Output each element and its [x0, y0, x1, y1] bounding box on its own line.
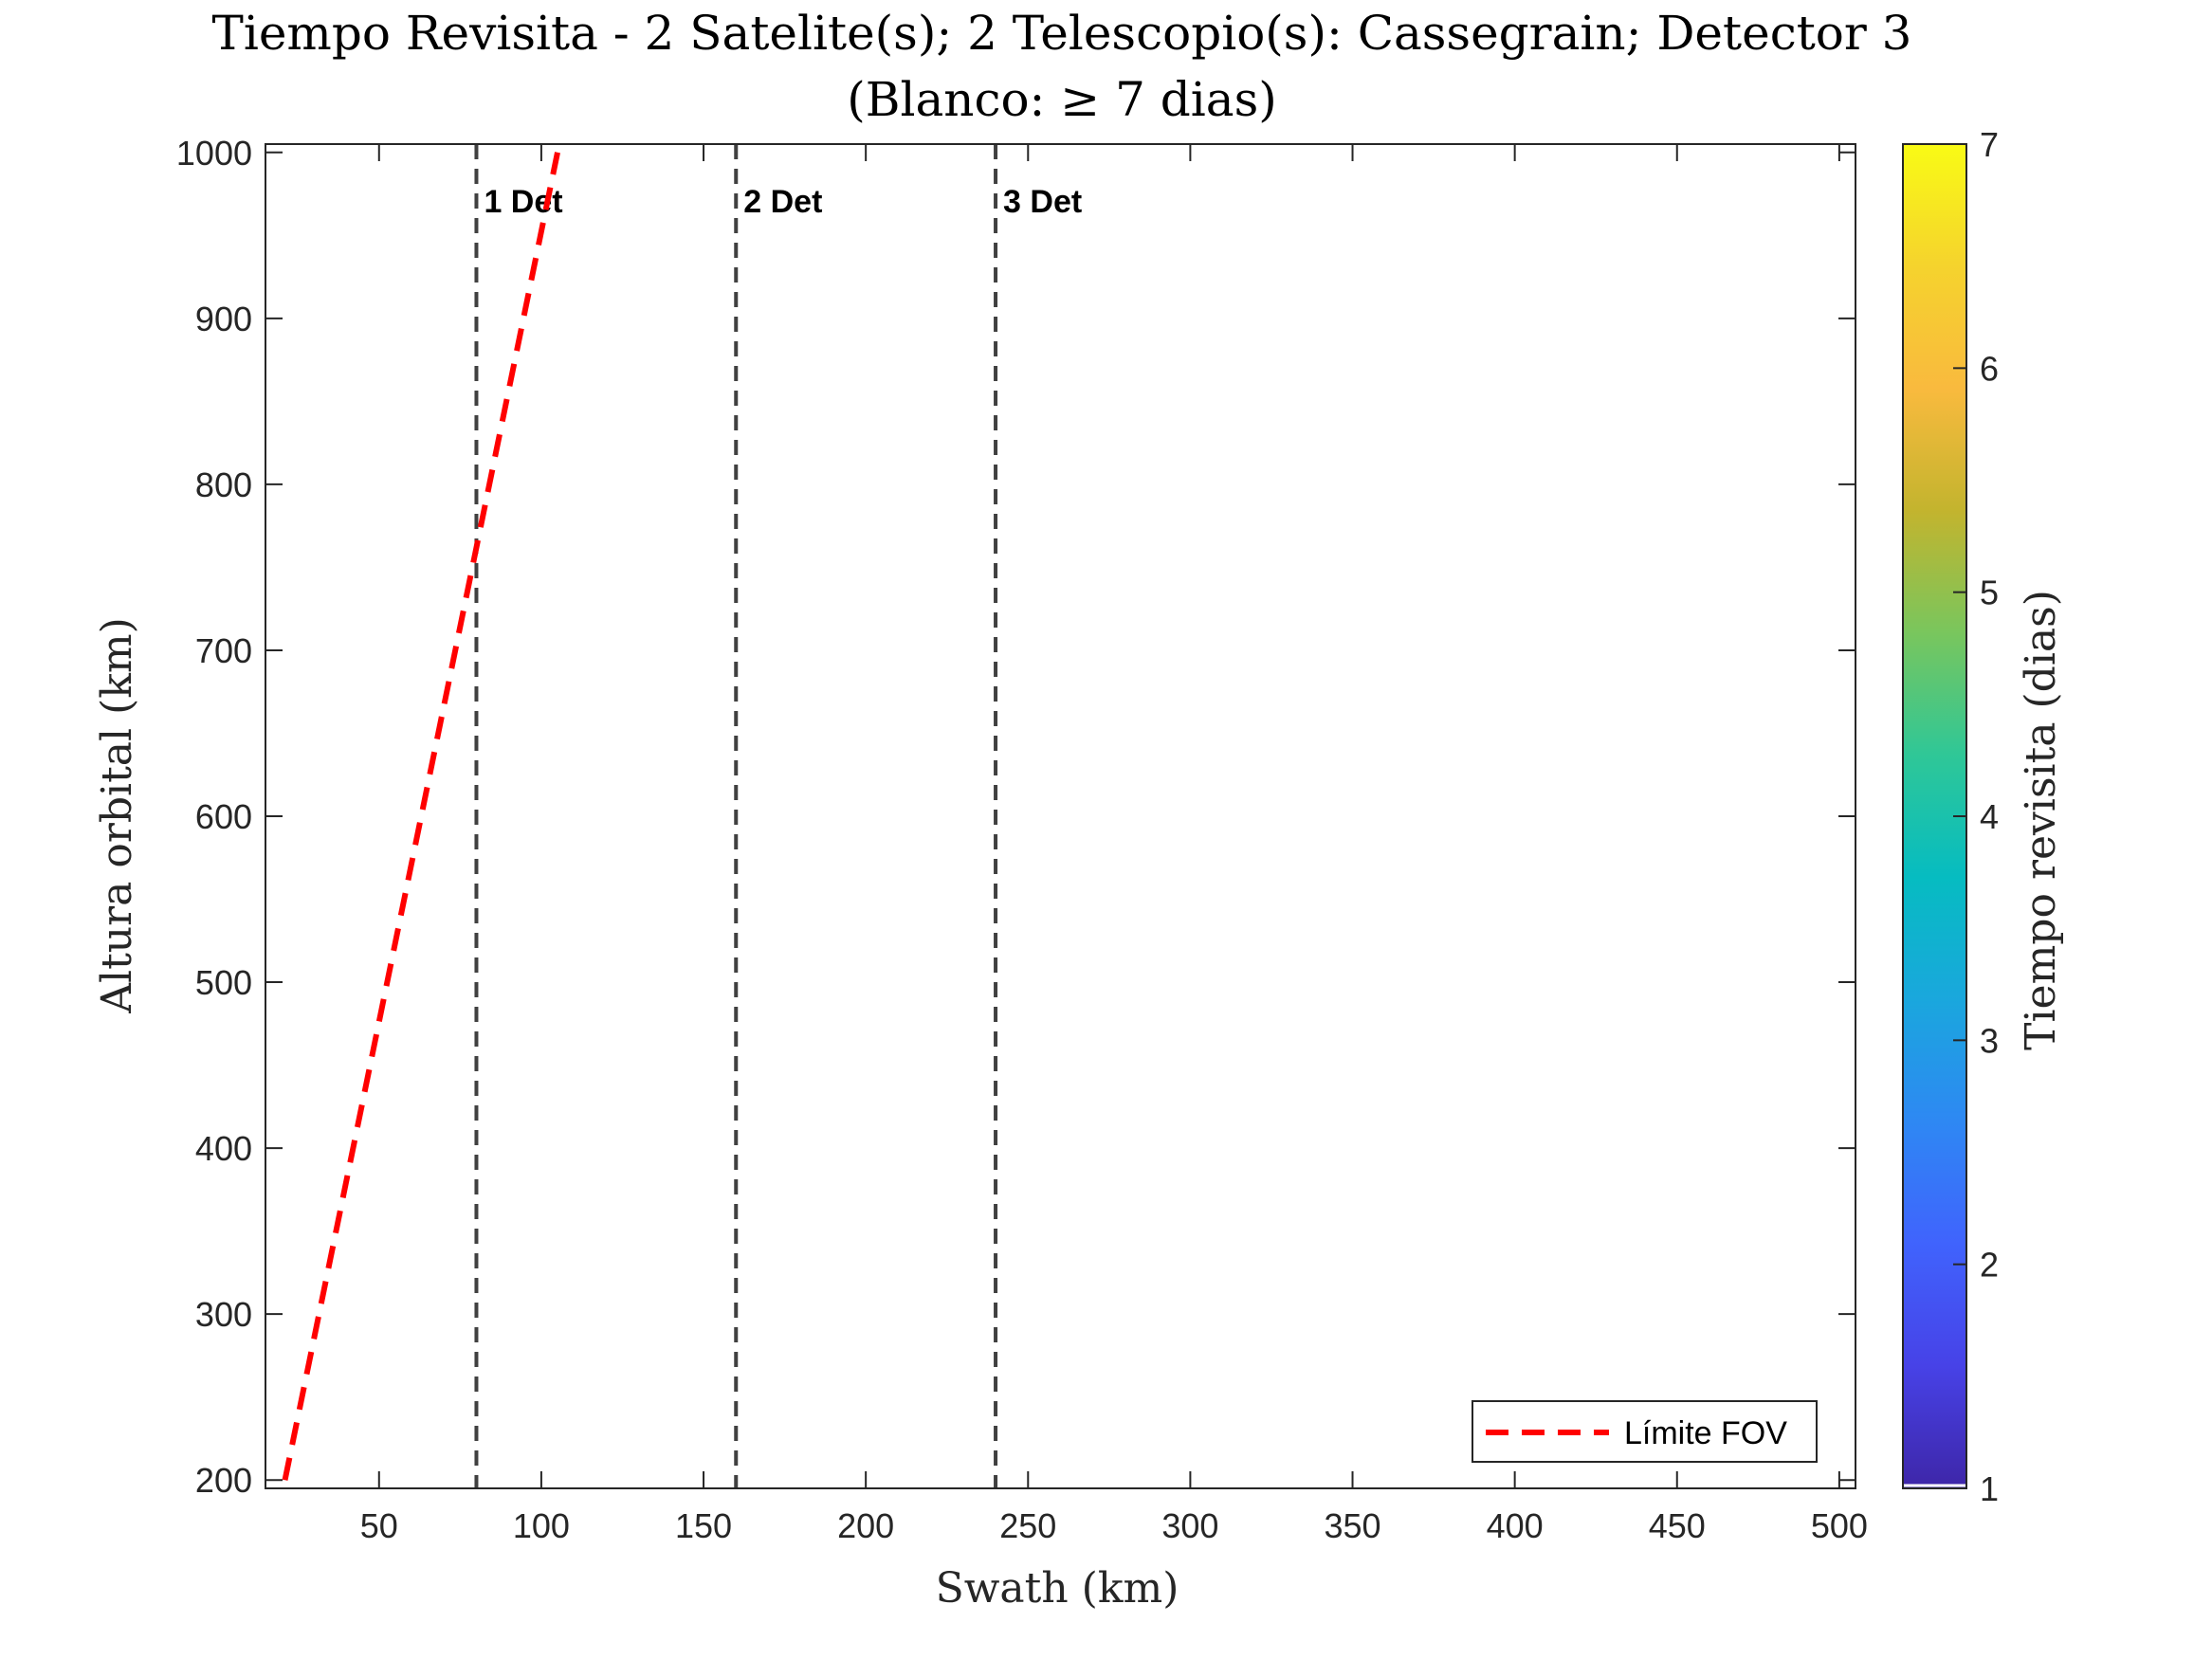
colorbar-tick-label: 5 — [1980, 574, 1999, 612]
reference-line-label: 2 Det — [743, 184, 822, 220]
x-tick-label: 250 — [999, 1506, 1056, 1545]
colorbar-tick-label: 3 — [1980, 1021, 1999, 1060]
y-axis-label: Altura orbital (km) — [93, 617, 141, 1014]
x-tick-label: 50 — [360, 1506, 398, 1545]
y-tick-label: 300 — [195, 1295, 252, 1334]
y-tick-label: 700 — [195, 631, 252, 670]
colorbar-tick-label: 2 — [1980, 1246, 1999, 1285]
x-tick-label: 500 — [1811, 1506, 1868, 1545]
reference-lines: 1 Det 2 Det 3 Det — [474, 144, 1082, 1488]
x-axis-label: Swath (km) — [936, 1564, 1179, 1613]
x-tick-label: 450 — [1649, 1506, 1706, 1545]
x-tick-label: 100 — [513, 1506, 570, 1545]
x-tick-label: 150 — [675, 1506, 732, 1545]
colorbar-ticks: 1 2 3 4 5 6 7 — [1953, 125, 1999, 1508]
x-tick-label: 200 — [837, 1506, 894, 1545]
colorbar-tick-label: 6 — [1980, 349, 1999, 388]
x-tick-label: 400 — [1487, 1506, 1544, 1545]
x-tick-label: 300 — [1161, 1506, 1218, 1545]
axes-frame — [265, 143, 1856, 1489]
y-tick-label: 600 — [195, 797, 252, 836]
colorbar-label: Tiempo revisita (dias) — [2017, 590, 2065, 1050]
x-axis-ticks: 50 100 150 200 250 300 350 400 450 500 — [360, 144, 1868, 1545]
y-tick-label: 900 — [195, 300, 252, 338]
series-line — [282, 152, 560, 1481]
y-axis-ticks: 200 300 400 500 600 700 800 900 1000 — [176, 134, 1856, 1500]
series-group — [282, 152, 560, 1481]
y-tick-label: 400 — [195, 1129, 252, 1168]
chart-title: Tiempo Revisita - 2 Satelite(s); 2 Teles… — [212, 6, 1912, 61]
axes-background — [265, 144, 1856, 1488]
reference-line-label: 3 Det — [1003, 184, 1082, 220]
legend: Límite FOV — [1472, 1400, 1818, 1463]
chart-subtitle: (Blanco: ≥ 7 dias) — [847, 72, 1277, 127]
colorbar-tick-label: 1 — [1980, 1469, 1999, 1508]
y-tick-label: 200 — [195, 1461, 252, 1500]
y-tick-label: 500 — [195, 963, 252, 1002]
plot-area: 50 100 150 200 250 300 350 400 450 500 2003004005… — [176, 134, 1868, 1545]
x-tick-label: 350 — [1324, 1506, 1380, 1545]
colorbar-tick-label: 7 — [1980, 125, 1999, 164]
colorbar-tick-label: 4 — [1980, 797, 1999, 836]
y-tick-label: 1000 — [176, 134, 252, 173]
legend-entry-label: Límite FOV — [1624, 1415, 1787, 1451]
y-tick-label: 800 — [195, 465, 252, 504]
colorbar: 1 2 3 4 5 6 7 Tiempo revisita (dias) — [1902, 125, 2065, 1508]
